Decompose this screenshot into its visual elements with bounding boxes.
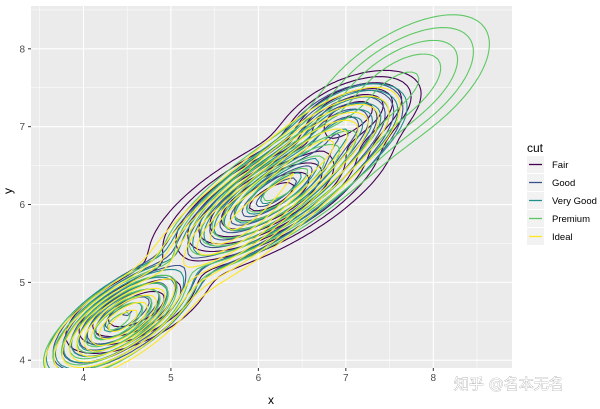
legend-label: Good xyxy=(552,178,575,189)
legend: cut Fair Good Very Good Premium Ideal xyxy=(527,141,597,245)
contour-line xyxy=(69,111,369,363)
y-tick-label: 5 xyxy=(19,278,25,289)
contour-layer xyxy=(42,14,490,368)
legend-label: Fair xyxy=(552,160,568,171)
x-axis: 4 5 6 7 8 xyxy=(81,368,437,384)
x-tick-label: 8 xyxy=(431,373,437,384)
legend-label: Very Good xyxy=(552,196,597,207)
x-tick-label: 5 xyxy=(168,373,174,384)
contour-series xyxy=(44,86,401,368)
y-tick-label: 7 xyxy=(19,122,25,133)
y-axis: 4 5 6 7 8 xyxy=(19,44,31,367)
y-tick-label: 8 xyxy=(19,44,25,55)
contour-line xyxy=(53,95,390,368)
contour-line xyxy=(61,103,379,368)
contour-line xyxy=(83,128,348,352)
x-tick-label: 4 xyxy=(81,373,87,384)
legend-label: Ideal xyxy=(552,232,573,243)
contour-line xyxy=(108,309,138,333)
contour-line xyxy=(90,139,335,347)
y-tick-label: 6 xyxy=(19,200,25,211)
contour-line xyxy=(60,39,459,366)
legend-title: cut xyxy=(527,141,544,155)
x-tick-label: 7 xyxy=(343,373,349,384)
contour-line xyxy=(98,172,295,340)
y-axis-title: y xyxy=(1,188,15,194)
legend-label: Premium xyxy=(552,214,590,225)
x-tick-label: 6 xyxy=(256,373,262,384)
contour-line xyxy=(76,119,359,357)
x-axis-title: x xyxy=(268,393,274,407)
watermark: 知乎 @名本无名 xyxy=(454,375,564,393)
contour-line xyxy=(44,86,401,368)
contour-line xyxy=(45,83,408,368)
y-tick-label: 4 xyxy=(19,356,25,367)
